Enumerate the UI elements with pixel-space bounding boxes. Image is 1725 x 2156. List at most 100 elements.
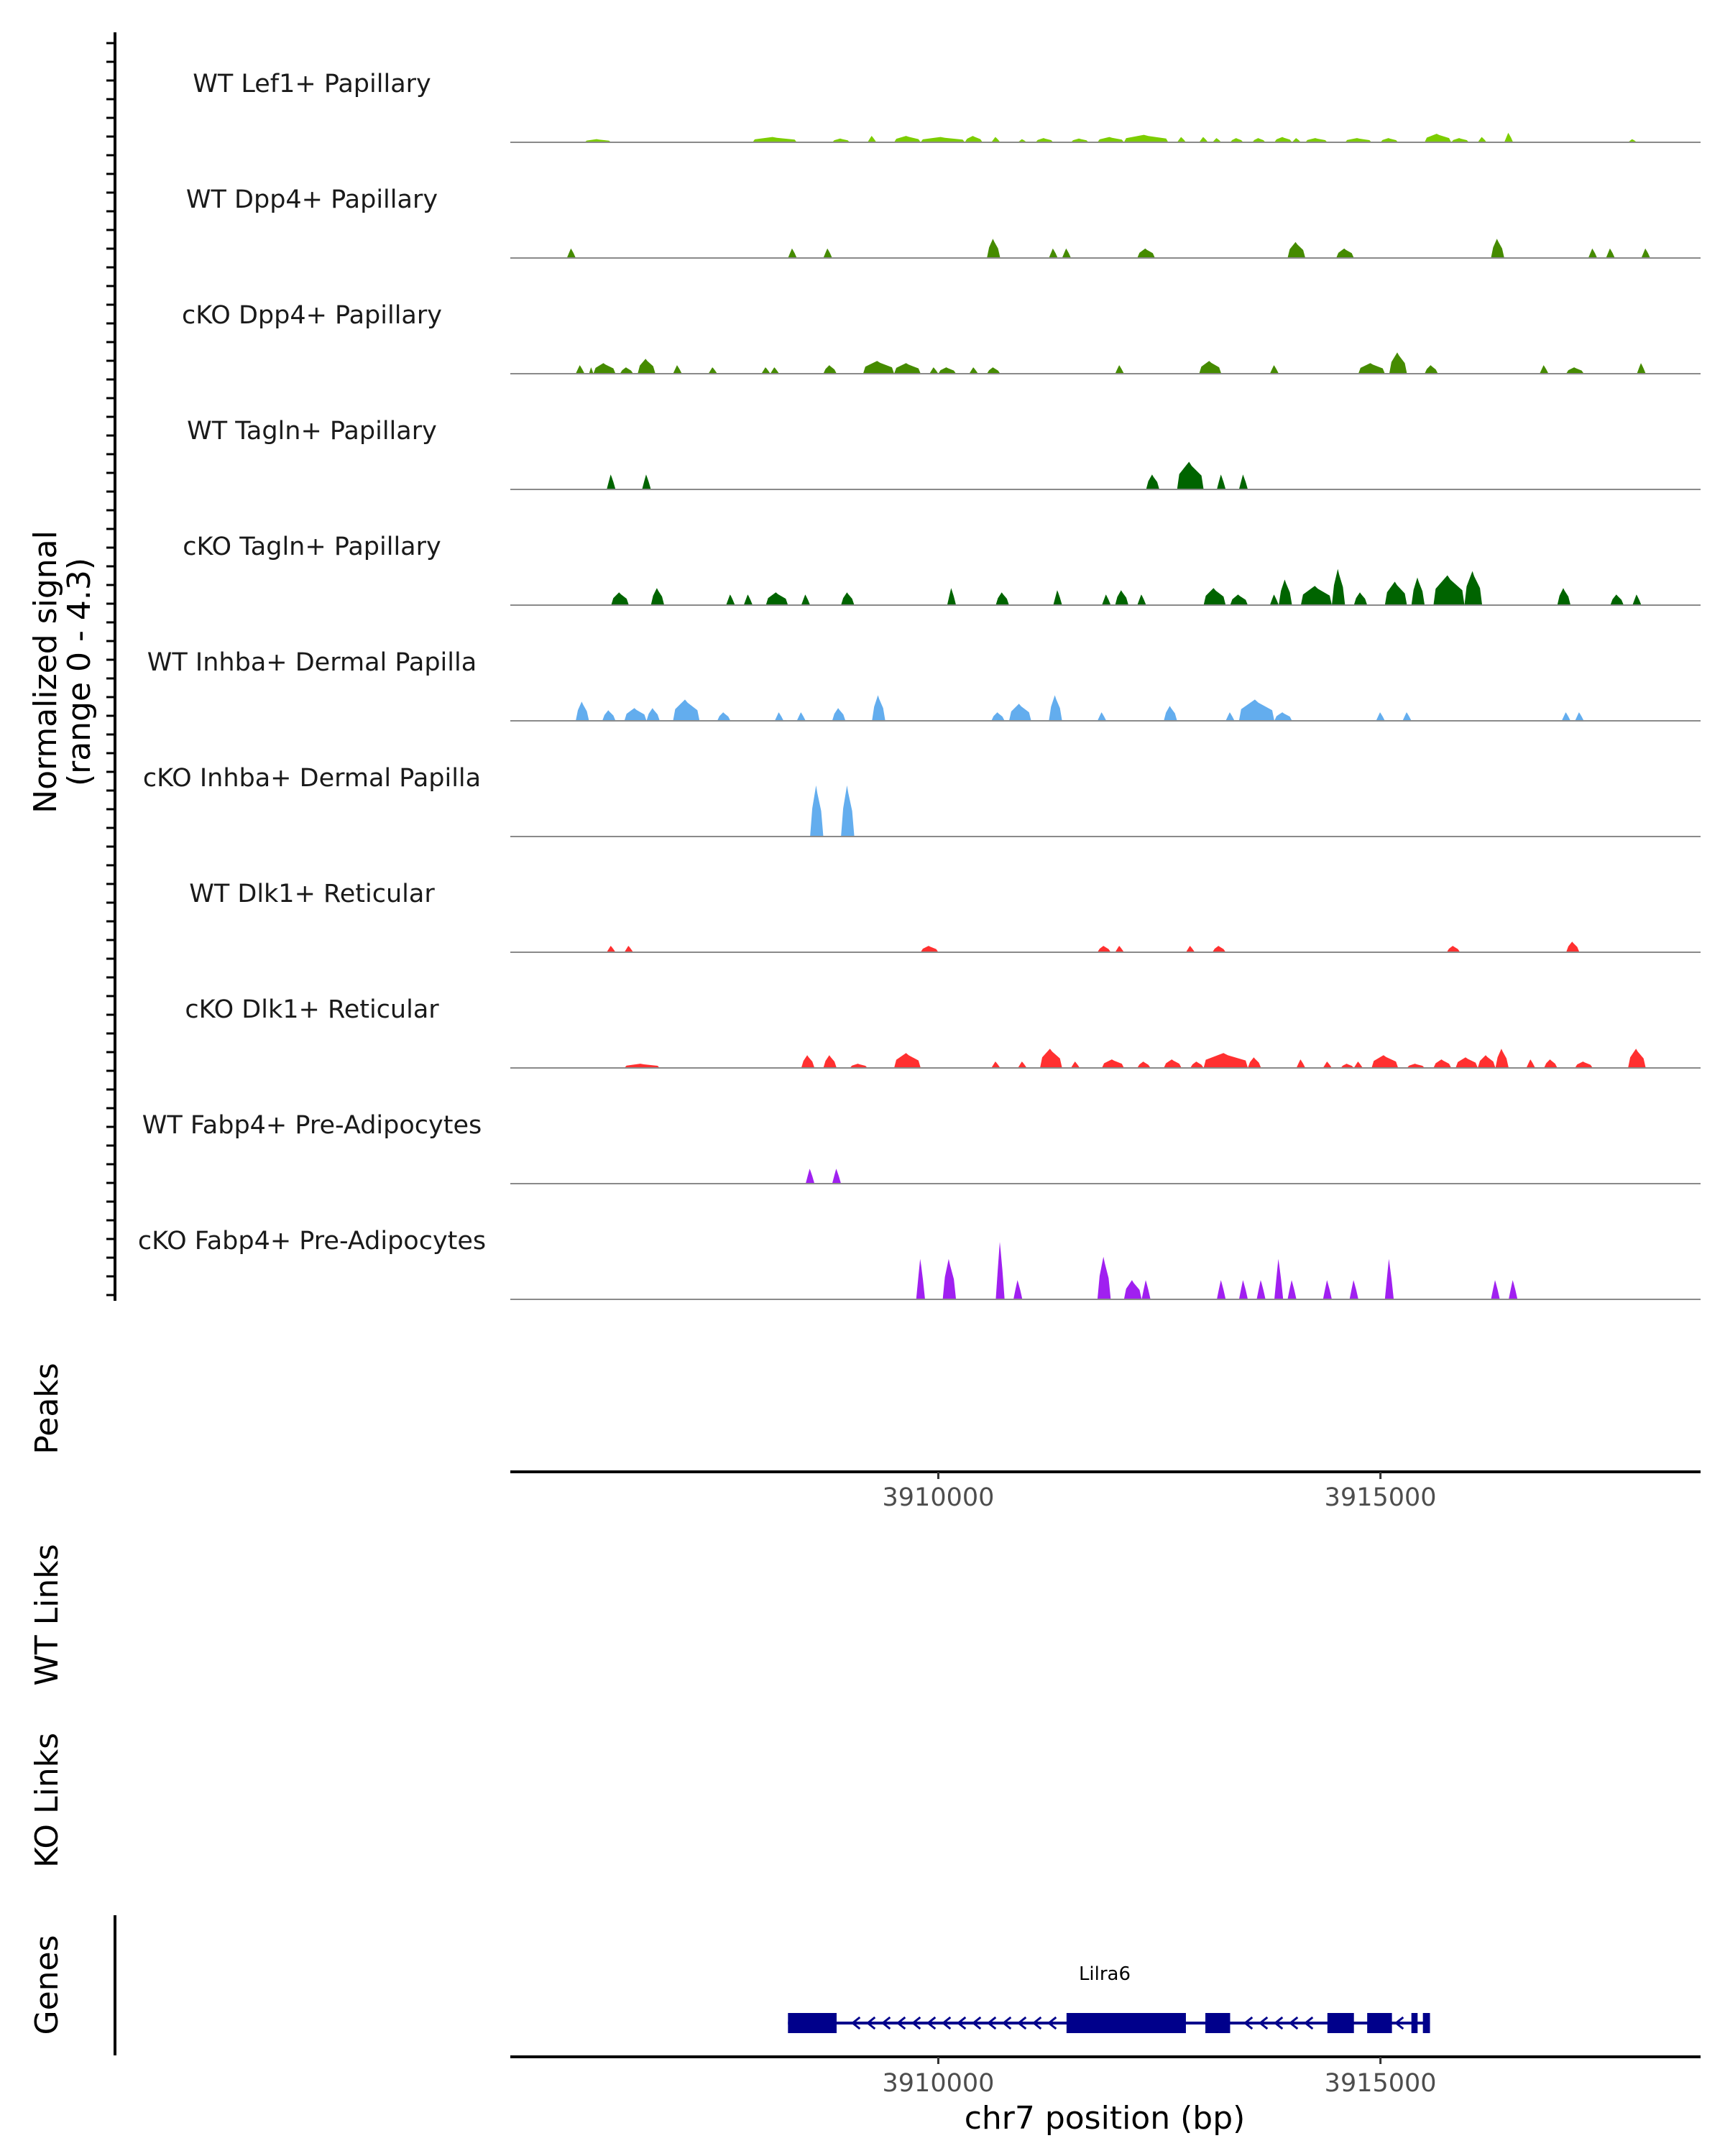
- signal-peak: [1332, 568, 1346, 605]
- signal-peak: [743, 594, 753, 605]
- signal-peak: [969, 367, 978, 374]
- coverage-track: WT Dpp4+ Papillary: [186, 185, 1701, 259]
- signal-peak: [1380, 138, 1399, 142]
- signal-peak: [646, 708, 660, 721]
- signal-peak: [1628, 139, 1637, 142]
- signal-axis-label: Normalized signal: [27, 530, 64, 814]
- signal-peak: [1053, 590, 1062, 605]
- signal-peak: [991, 1061, 1000, 1068]
- signal-peak: [1035, 138, 1054, 142]
- signal-peak: [1451, 138, 1469, 142]
- signal-peak: [1287, 1280, 1297, 1299]
- signal-peak: [1495, 1049, 1509, 1068]
- signal-peak: [1137, 594, 1146, 605]
- strand-arrow: [850, 2016, 861, 2030]
- signal-peak: [1433, 1059, 1452, 1068]
- signal-peak: [894, 1053, 921, 1068]
- signal-peak: [1384, 581, 1407, 605]
- coverage-track: cKO Tagln+ Papillary: [183, 533, 1701, 606]
- signal-peak: [717, 712, 731, 721]
- signal-peak: [1300, 586, 1332, 605]
- signal-peak: [1407, 1064, 1425, 1068]
- strand-arrow: [1258, 2016, 1269, 2030]
- signal-peak: [1526, 1059, 1535, 1068]
- signal-peak: [1433, 575, 1465, 605]
- signal-peak: [1349, 1280, 1358, 1299]
- signal-peak: [1384, 1258, 1394, 1299]
- coverage-track: WT Fabp4+ Pre-Adipocytes: [142, 1111, 1701, 1184]
- strand-arrow: [896, 2016, 906, 2030]
- signal-peak: [1203, 1053, 1248, 1068]
- track-label: cKO Fabp4+ Pre-Adipocytes: [138, 1227, 486, 1256]
- signal-peak: [810, 785, 824, 837]
- signal-peak: [1296, 1059, 1306, 1068]
- signal-peak: [1238, 474, 1248, 489]
- signal-peak: [796, 712, 806, 721]
- signal-peak: [965, 136, 983, 142]
- signal-peak: [1190, 1061, 1204, 1068]
- signal-peak: [1641, 248, 1650, 258]
- signal-peak: [1491, 1280, 1500, 1299]
- signal-peak: [624, 708, 647, 721]
- signal-peak: [1340, 1064, 1354, 1068]
- signal-peak: [920, 137, 965, 142]
- coverage-track: cKO Dlk1+ Reticular: [185, 995, 1701, 1069]
- strand-arrow: [941, 2016, 952, 2030]
- signal-peak: [1305, 138, 1328, 142]
- signal-peak: [602, 710, 616, 721]
- signal-peak: [1274, 137, 1292, 142]
- strand-arrow: [1031, 2016, 1042, 2030]
- signal-peak: [929, 367, 939, 374]
- coverage-track: WT Lef1+ Papillary: [193, 70, 1701, 143]
- signal-peak: [947, 588, 957, 605]
- signal-peak: [894, 136, 921, 142]
- signal-peak: [788, 248, 797, 258]
- coverage-track: WT Inhba+ Dermal Papilla: [147, 648, 1701, 722]
- signal-peak: [1425, 365, 1438, 374]
- signal-peak: [1557, 588, 1571, 605]
- strand-arrow: [880, 2016, 891, 2030]
- signal-peak: [1269, 365, 1279, 374]
- strand-arrow: [1394, 2016, 1404, 2030]
- signal-peak: [1322, 1280, 1332, 1299]
- signal-peak: [607, 946, 616, 952]
- track-label: cKO Dpp4+ Papillary: [182, 301, 442, 330]
- signal-peak: [1632, 594, 1642, 605]
- track-label: cKO Inhba+ Dermal Papilla: [143, 764, 481, 793]
- gene-exon: [1411, 2013, 1418, 2033]
- signal-peak: [1274, 712, 1292, 721]
- signal-peak: [1137, 248, 1155, 258]
- signal-axis-ticks: [106, 42, 115, 1296]
- coverage-track: cKO Fabp4+ Pre-Adipocytes: [138, 1227, 1701, 1300]
- signal-peak: [995, 1242, 1005, 1299]
- gene-exon: [1205, 2013, 1230, 2033]
- signal-peak: [1040, 1049, 1062, 1068]
- strand-arrow: [1046, 2016, 1057, 2030]
- signal-peak: [995, 592, 1009, 605]
- strand-arrow: [865, 2016, 876, 2030]
- signal-peak: [1252, 138, 1266, 142]
- signal-peak: [823, 365, 837, 374]
- signal-peak: [1628, 1049, 1646, 1068]
- signal-peak: [576, 701, 589, 721]
- signal-peak: [566, 248, 576, 258]
- signal-peak: [638, 359, 656, 374]
- gene-exon: [1422, 2013, 1430, 2033]
- genes-x-axis-ticks: 3910000 3915000: [883, 2057, 1437, 2098]
- gene-exon: [1327, 2013, 1354, 2033]
- signal-peak: [611, 592, 629, 605]
- signal-peak: [1115, 946, 1124, 952]
- signal-peak: [620, 367, 633, 374]
- signal-peak: [1230, 594, 1248, 605]
- signal-peak: [1238, 1280, 1248, 1299]
- signal-peak: [1137, 1061, 1151, 1068]
- signal-peak: [1504, 132, 1514, 142]
- signal-peak: [1071, 138, 1089, 142]
- signal-peak: [1097, 1256, 1111, 1299]
- signal-peak: [753, 137, 797, 142]
- coverage-track: cKO Inhba+ Dermal Papilla: [143, 764, 1701, 837]
- signal-peak: [1561, 712, 1571, 721]
- signal-peak: [1269, 594, 1279, 605]
- signal-peak: [1402, 712, 1412, 721]
